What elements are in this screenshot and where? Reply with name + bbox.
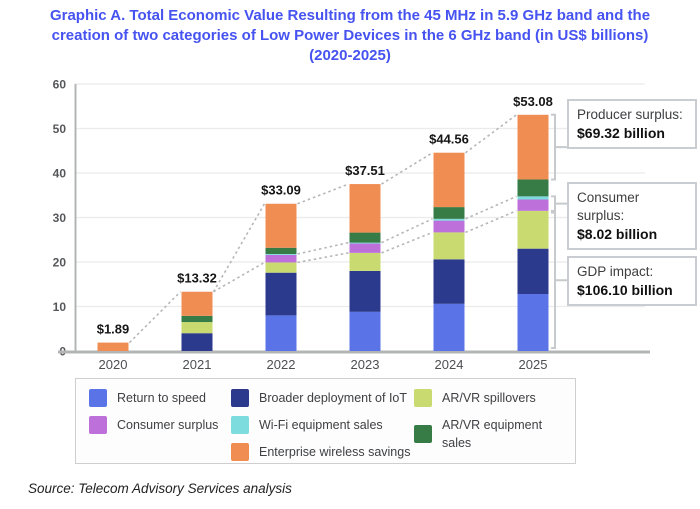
bar-total-label: $13.32 — [177, 271, 217, 286]
bar-segment-2025 — [517, 179, 549, 197]
legend-item: Return to speed — [89, 389, 231, 407]
legend-label: AR/VR spillovers — [442, 391, 536, 405]
x-tick-label: 2022 — [267, 357, 296, 372]
chart-title-line-1: Graphic A. Total Economic Value Resultin… — [49, 7, 651, 24]
x-tick-label: 2025 — [519, 357, 548, 372]
bar-segment-2022 — [265, 315, 297, 351]
legend-item: Enterprise wireless savings — [231, 443, 414, 461]
bar-segment-2022 — [265, 253, 297, 255]
bar-total-label: $37.51 — [345, 163, 385, 178]
y-tick-label: 10 — [53, 300, 67, 314]
bar-segment-2022 — [265, 203, 297, 248]
bar-segment-2021 — [181, 333, 213, 351]
bar-segment-2024 — [433, 232, 465, 260]
legend-swatch — [89, 416, 107, 434]
legend-item: AR/VR spillovers — [414, 389, 569, 407]
annotation-value: $69.32 billion — [577, 125, 665, 141]
x-tick-label: 2024 — [435, 357, 464, 372]
bar-segment-2022 — [265, 272, 297, 316]
bar-segment-2020 — [97, 342, 129, 351]
annotation-label: GDP impact: — [577, 264, 654, 279]
annotation-label: Producer surplus: — [577, 107, 683, 122]
legend: Return to speed Consumer surplus Broader d… — [75, 378, 576, 464]
legend-item: Broader deployment of IoT — [231, 389, 414, 407]
legend-item: AR/VR equipment sales — [414, 416, 569, 452]
bar-segment-2022 — [265, 247, 297, 254]
bar-segment-2024 — [433, 207, 465, 219]
legend-swatch — [89, 389, 107, 407]
annotation-consumer-surplus: Consumer surplus: $8.02 billion — [567, 182, 697, 250]
bar-segment-2021 — [181, 322, 213, 334]
chart-title: Graphic A. Total Economic Value Resultin… — [0, 6, 700, 66]
bracket-producer-surplus — [551, 113, 567, 181]
bar-total-label: $33.09 — [261, 183, 301, 198]
legend-column: Return to speed Consumer surplus — [89, 389, 231, 463]
legend-swatch — [231, 416, 249, 434]
y-tick-label: 20 — [53, 256, 67, 270]
trend-line-gdp-top — [213, 210, 517, 293]
bar-segment-2024 — [433, 303, 465, 351]
x-tick-label: 2020 — [99, 357, 128, 372]
x-tick-label: 2023 — [351, 357, 380, 372]
stacked-bar-chart: 0102030405060$1.892020$13.322021$33.0920… — [53, 78, 650, 372]
legend-swatch — [231, 389, 249, 407]
bar-segment-2023 — [349, 184, 381, 233]
legend-column: Broader deployment of IoT Wi-Fi equipment… — [231, 389, 414, 463]
legend-swatch — [231, 443, 249, 461]
legend-label: Wi-Fi equipment sales — [259, 418, 383, 432]
bar-segment-2024 — [433, 218, 465, 221]
y-tick-label: 50 — [53, 122, 67, 136]
legend-label: Consumer surplus — [117, 418, 219, 432]
annotation-gdp-impact: GDP impact: $106.10 billion — [567, 256, 697, 306]
bar-segment-2024 — [433, 152, 465, 208]
bracket-consumer-surplus — [551, 195, 567, 212]
bar-segment-2023 — [349, 252, 381, 271]
bar-segment-2025 — [517, 199, 549, 211]
trend-line-consumer-top — [297, 195, 517, 255]
bar-segment-2023 — [349, 311, 381, 351]
bar-segment-2024 — [433, 220, 465, 233]
annotation-producer-surplus: Producer surplus: $69.32 billion — [567, 99, 697, 149]
bar-segment-2025 — [517, 248, 549, 295]
bar-total-label: $53.08 — [513, 94, 553, 109]
legend-label: Broader deployment of IoT — [259, 391, 407, 405]
chart-title-line-3: (2020-2025) — [309, 47, 391, 64]
legend-label: Return to speed — [117, 391, 206, 405]
legend-column: AR/VR spillovers AR/VR equipment sales — [414, 389, 569, 463]
annotation-value: $106.10 billion — [577, 282, 673, 298]
bar-total-label: $44.56 — [429, 132, 469, 147]
bar-total-label: $1.89 — [97, 322, 130, 337]
bar-segment-2025 — [517, 210, 549, 249]
bar-segment-2025 — [517, 294, 549, 351]
legend-label: Enterprise wireless savings — [259, 445, 411, 459]
legend-swatch — [414, 389, 432, 407]
bar-segment-2025 — [517, 114, 549, 180]
source-note: Source: Telecom Advisory Services analys… — [28, 481, 292, 496]
bar-segment-2022 — [265, 262, 297, 273]
bar-segment-2025 — [517, 196, 549, 200]
y-tick-label: 40 — [53, 167, 67, 181]
bar-segment-2023 — [349, 270, 381, 312]
legend-swatch — [414, 425, 432, 443]
bracket-gdp-impact — [551, 211, 567, 349]
y-tick-label: 30 — [53, 211, 67, 225]
legend-item: Consumer surplus — [89, 416, 231, 434]
trend-line-totals — [128, 114, 517, 344]
chart-title-line-2: creation of two categories of Low Power … — [51, 27, 649, 44]
annotation-label: Consumer surplus: — [577, 190, 640, 223]
y-tick-label: 60 — [53, 78, 67, 92]
legend-item: Wi-Fi equipment sales — [231, 416, 414, 434]
annotation-value: $8.02 billion — [577, 226, 658, 242]
legend-label: AR/VR equipment sales — [442, 418, 543, 450]
bar-segment-2023 — [349, 242, 381, 244]
bar-segment-2021 — [181, 291, 213, 316]
bar-segment-2022 — [265, 254, 297, 263]
bar-segment-2024 — [433, 259, 465, 304]
bar-segment-2021 — [181, 315, 213, 323]
bar-segment-2023 — [349, 243, 381, 253]
bar-segment-2023 — [349, 232, 381, 243]
x-tick-label: 2021 — [183, 357, 212, 372]
